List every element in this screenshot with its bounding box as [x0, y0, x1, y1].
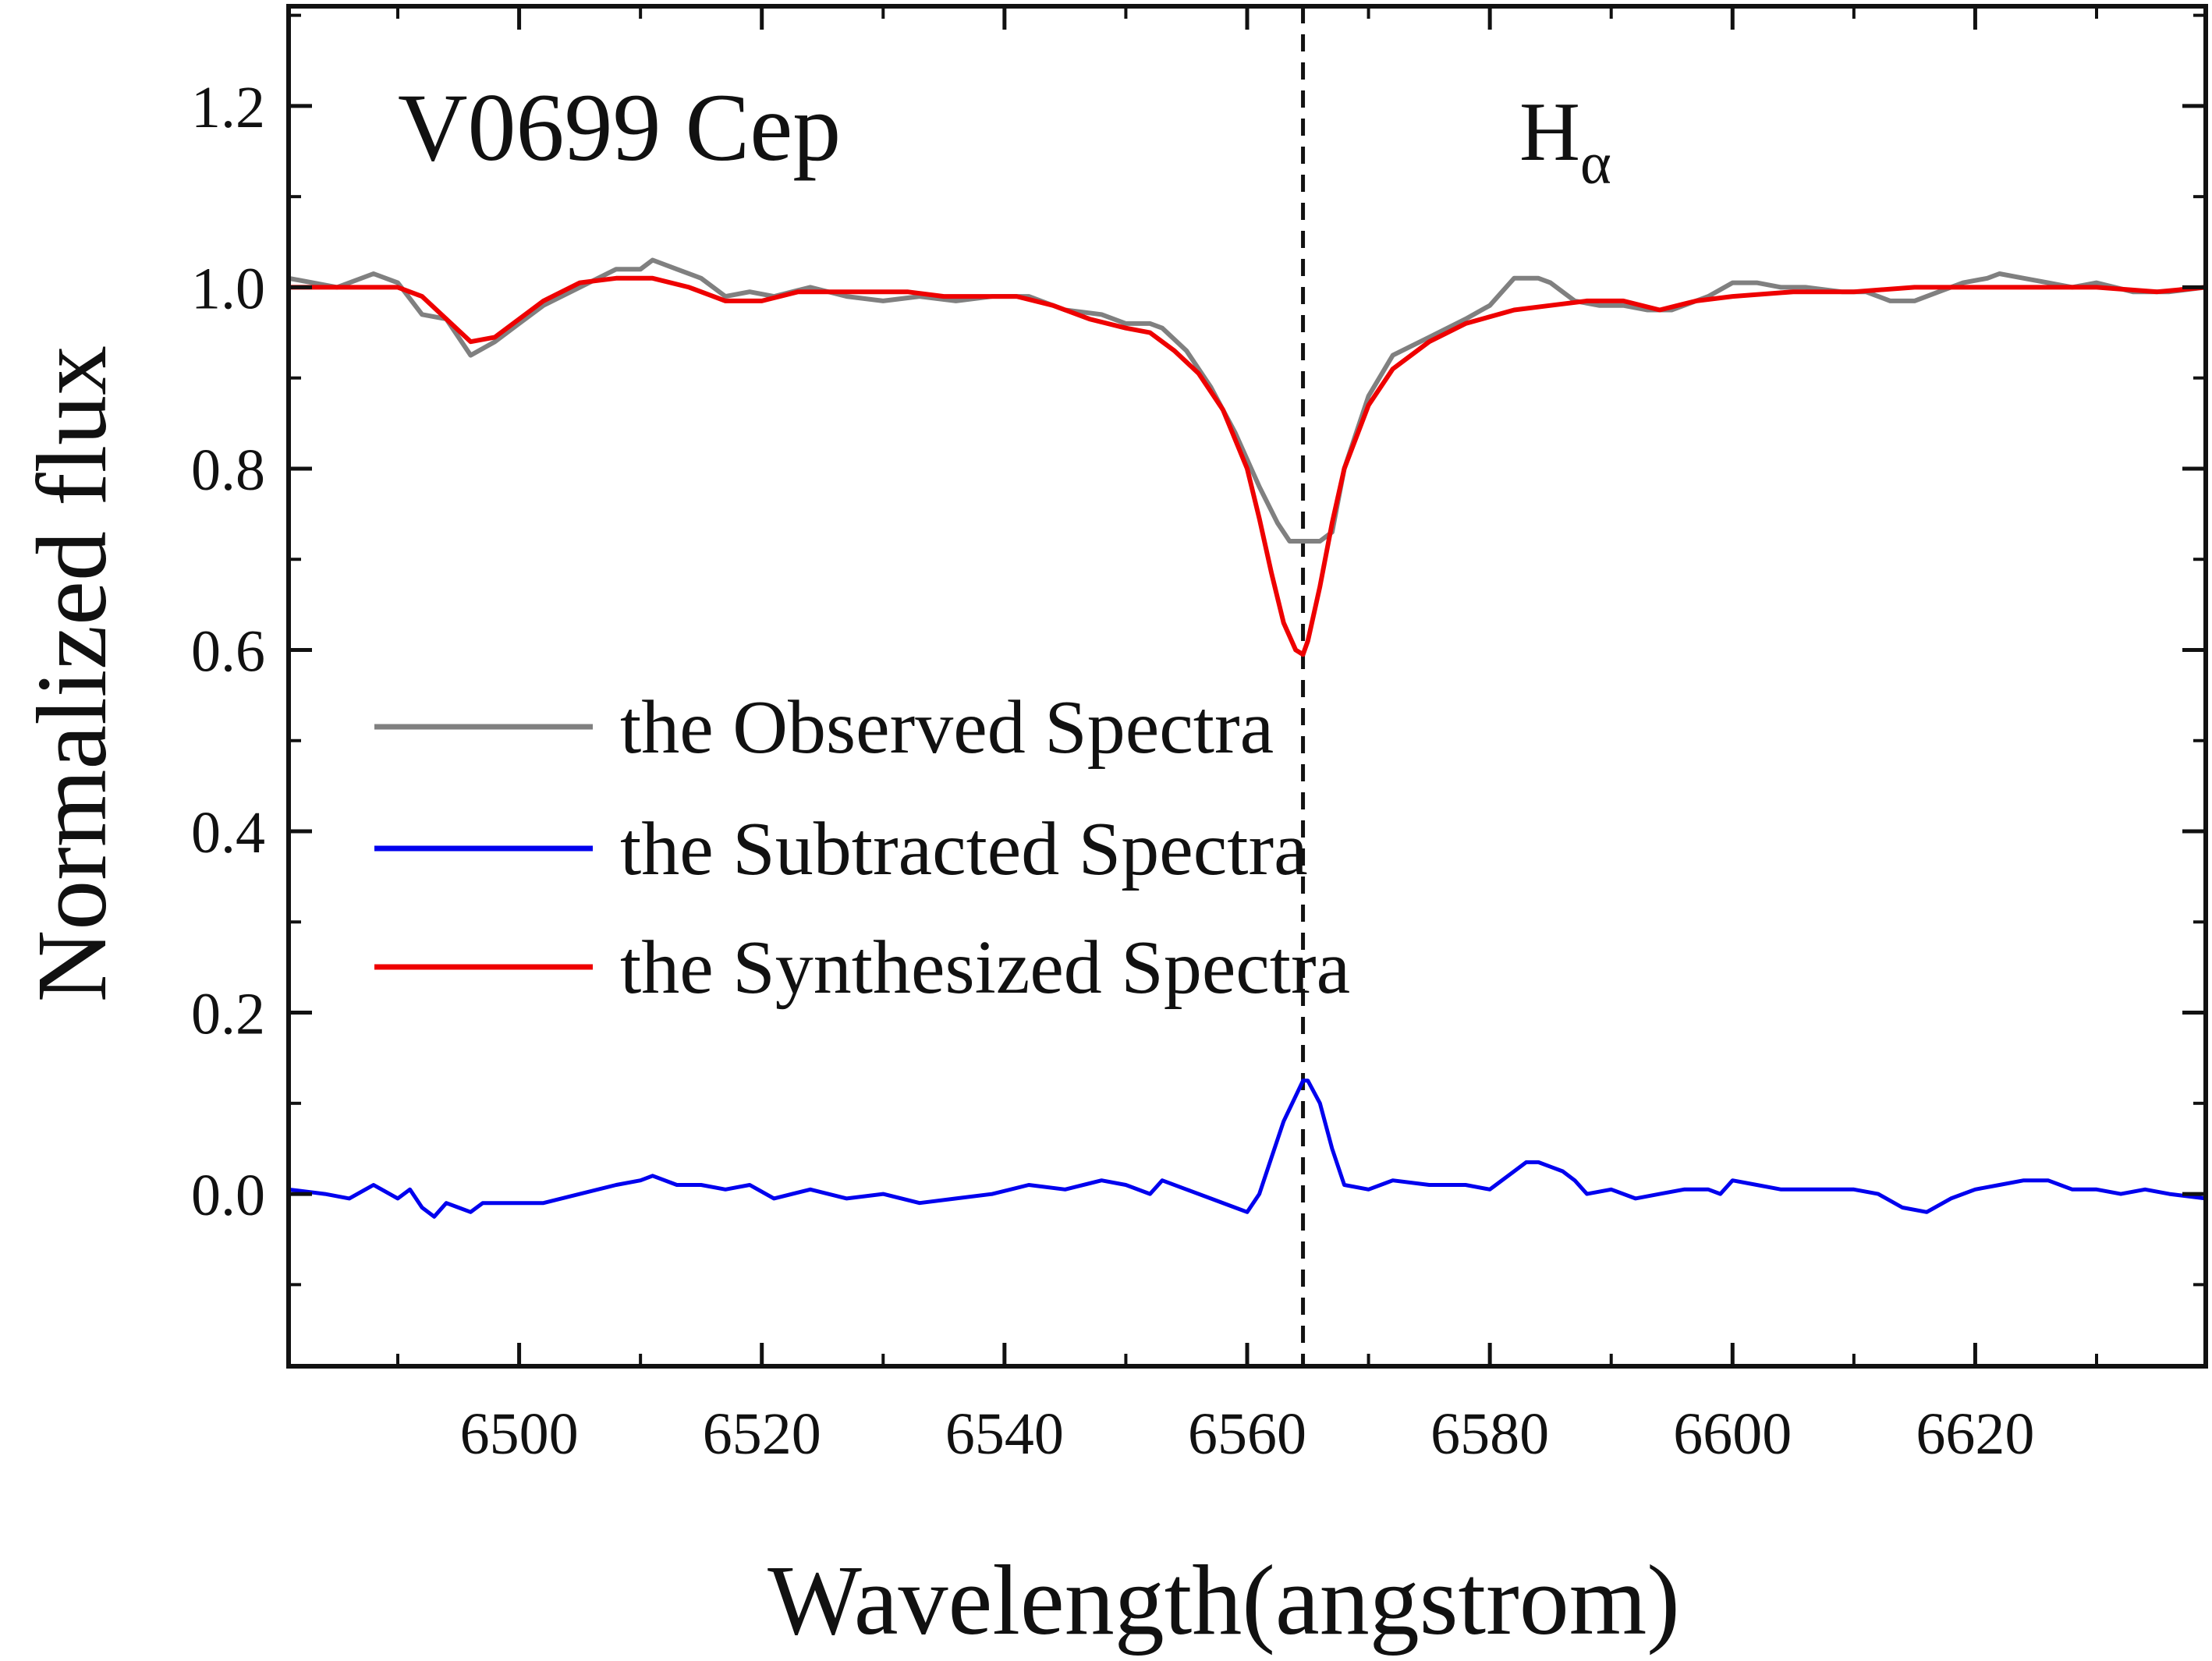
- y-axis-ticks: 0.0 0.2 0.4 0.6 0.8 1.0 1.2: [191, 13, 2206, 1287]
- chart-title: V0699 Cep: [398, 74, 841, 181]
- x-tick-label: 6620: [1916, 1401, 2034, 1467]
- x-tick-label: 6600: [1673, 1401, 1792, 1467]
- x-axis-ticks: 6500 6520 6540 6560 6580 6600 6620: [396, 6, 2098, 1467]
- y-tick-label: 0.0: [191, 1163, 265, 1228]
- x-tick-label: 6560: [1188, 1401, 1306, 1467]
- x-axis-title: Wavelength(angstrom): [767, 1545, 1680, 1656]
- y-tick-label: 0.6: [191, 618, 265, 684]
- y-tick-label: 1.0: [191, 256, 265, 321]
- x-tick-label: 6500: [460, 1401, 579, 1467]
- y-tick-label: 1.2: [191, 75, 265, 140]
- y-tick-label: 0.4: [191, 800, 265, 866]
- legend-label: the Synthesized Spectra: [620, 926, 1350, 1010]
- y-tick-label: 0.2: [191, 982, 265, 1047]
- y-tick-label: 0.8: [191, 437, 265, 503]
- y-axis-title: Normalized flux: [16, 345, 127, 1002]
- x-tick-label: 6520: [703, 1401, 821, 1467]
- h-alpha-label: Hα: [1519, 86, 1611, 197]
- legend: the Observed Spectra the Subtracted Spect…: [374, 685, 1350, 1010]
- h-alpha-symbol: H: [1519, 86, 1580, 179]
- legend-label: the Subtracted Spectra: [620, 807, 1308, 891]
- x-tick-label: 6580: [1430, 1401, 1549, 1467]
- h-alpha-subscript: α: [1580, 131, 1611, 197]
- legend-label: the Observed Spectra: [620, 685, 1274, 770]
- chart-marks: [289, 6, 2206, 1366]
- series-line-the-synthesized-spectra: [289, 275, 2206, 657]
- x-tick-label: 6540: [945, 1401, 1064, 1467]
- series-line-the-subtracted-spectra: [289, 1078, 2206, 1219]
- series-line-the-observed-spectra: [289, 257, 2206, 544]
